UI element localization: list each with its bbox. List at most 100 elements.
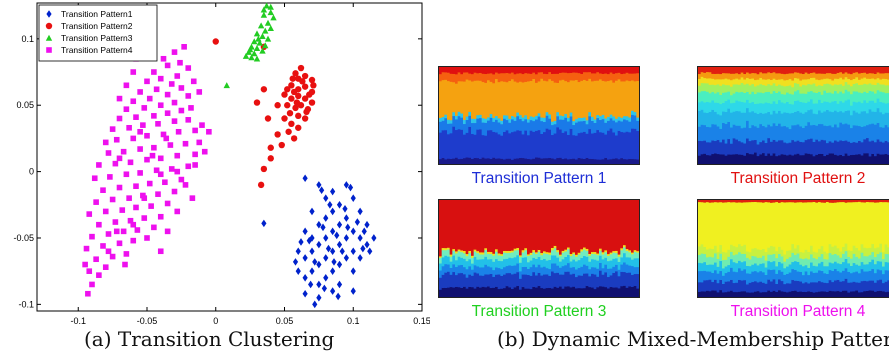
membership-cell xyxy=(583,131,587,159)
membership-cell xyxy=(791,104,795,114)
membership-cell xyxy=(599,131,603,160)
membership-cell xyxy=(844,258,848,269)
data-point xyxy=(259,32,266,39)
data-point xyxy=(140,122,146,128)
membership-cell xyxy=(575,122,579,136)
data-point xyxy=(153,167,160,174)
membership-cell xyxy=(439,263,443,271)
membership-cell xyxy=(858,113,862,127)
membership-cell xyxy=(738,84,742,93)
membership-cell xyxy=(887,112,889,128)
membership-cell xyxy=(786,79,790,87)
data-point xyxy=(141,215,148,221)
membership-cell xyxy=(537,157,541,164)
membership-cell xyxy=(465,157,469,164)
membership-cell xyxy=(826,92,830,102)
membership-cell xyxy=(863,255,867,265)
data-point xyxy=(267,144,274,151)
membership-cell xyxy=(743,73,747,80)
membership-cell xyxy=(802,67,806,75)
membership-cell xyxy=(815,103,819,115)
membership-cell xyxy=(722,292,726,297)
membership-cell xyxy=(764,260,768,268)
membership-cell xyxy=(593,67,597,74)
membership-cell xyxy=(724,123,728,144)
membership-cell xyxy=(879,269,883,280)
membership-cell xyxy=(732,124,736,139)
membership-cell xyxy=(842,290,846,297)
membership-cell xyxy=(516,254,520,264)
membership-cell xyxy=(735,78,739,85)
data-point xyxy=(295,92,302,100)
membership-cell xyxy=(812,103,816,114)
membership-cell xyxy=(444,255,448,265)
membership-cell xyxy=(513,158,517,164)
membership-cell xyxy=(513,73,517,82)
membership-cell xyxy=(786,142,790,156)
membership-cell xyxy=(788,249,792,258)
membership-cell xyxy=(569,116,573,129)
data-point xyxy=(285,128,292,135)
membership-cell xyxy=(746,107,750,121)
membership-cell xyxy=(447,247,451,250)
membership-cell xyxy=(703,67,707,73)
membership-cell xyxy=(740,101,744,113)
membership-cell xyxy=(567,158,571,164)
membership-cell xyxy=(791,268,795,281)
membership-cell xyxy=(577,254,581,261)
membership-cell xyxy=(487,73,491,81)
membership-cell xyxy=(585,119,589,125)
membership-cell xyxy=(826,142,830,155)
membership-cell xyxy=(617,256,621,262)
membership-cell xyxy=(706,256,710,266)
membership-cell xyxy=(484,264,488,275)
membership-cell xyxy=(802,282,806,293)
membership-cell xyxy=(740,202,744,247)
membership-cell xyxy=(810,200,814,203)
membership-cell xyxy=(601,114,605,120)
membership-cell xyxy=(738,92,742,102)
membership-cell xyxy=(591,258,595,268)
membership-cell xyxy=(537,81,541,114)
membership-cell xyxy=(708,279,712,292)
membership-cell xyxy=(620,271,624,287)
membership-cell xyxy=(441,265,445,275)
membership-cell xyxy=(820,79,824,86)
membership-cell xyxy=(495,251,499,260)
membership-cell xyxy=(513,67,517,75)
membership-cell xyxy=(479,200,483,253)
membership-cell xyxy=(818,200,822,203)
data-point xyxy=(357,207,363,216)
membership-cell xyxy=(722,268,726,276)
data-point xyxy=(91,175,98,182)
membership-cell xyxy=(444,114,448,119)
membership-cell xyxy=(625,67,629,73)
membership-cell xyxy=(625,72,629,81)
data-point xyxy=(288,95,295,102)
membership-cell xyxy=(746,292,750,297)
membership-cell xyxy=(764,102,768,114)
membership-cell xyxy=(831,126,835,143)
membership-cell xyxy=(460,250,464,253)
membership-cell xyxy=(457,264,461,274)
data-point xyxy=(298,238,304,246)
data-point xyxy=(301,72,309,80)
membership-cell xyxy=(612,250,616,253)
membership-cell xyxy=(500,80,504,121)
membership-cell xyxy=(871,280,875,291)
membership-cell xyxy=(500,275,504,289)
membership-cell xyxy=(770,72,774,80)
membership-cell xyxy=(844,100,848,111)
membership-cell xyxy=(847,200,851,203)
membership-cell xyxy=(738,251,742,261)
membership-cell xyxy=(866,83,870,93)
data-point xyxy=(141,105,148,111)
membership-cell xyxy=(505,250,509,254)
membership-cell xyxy=(716,266,720,274)
data-point xyxy=(192,127,198,134)
membership-cell xyxy=(815,265,819,273)
membership-cell xyxy=(556,115,560,128)
membership-cell xyxy=(607,80,611,117)
membership-cell xyxy=(503,258,507,268)
membership-cell xyxy=(778,253,782,262)
